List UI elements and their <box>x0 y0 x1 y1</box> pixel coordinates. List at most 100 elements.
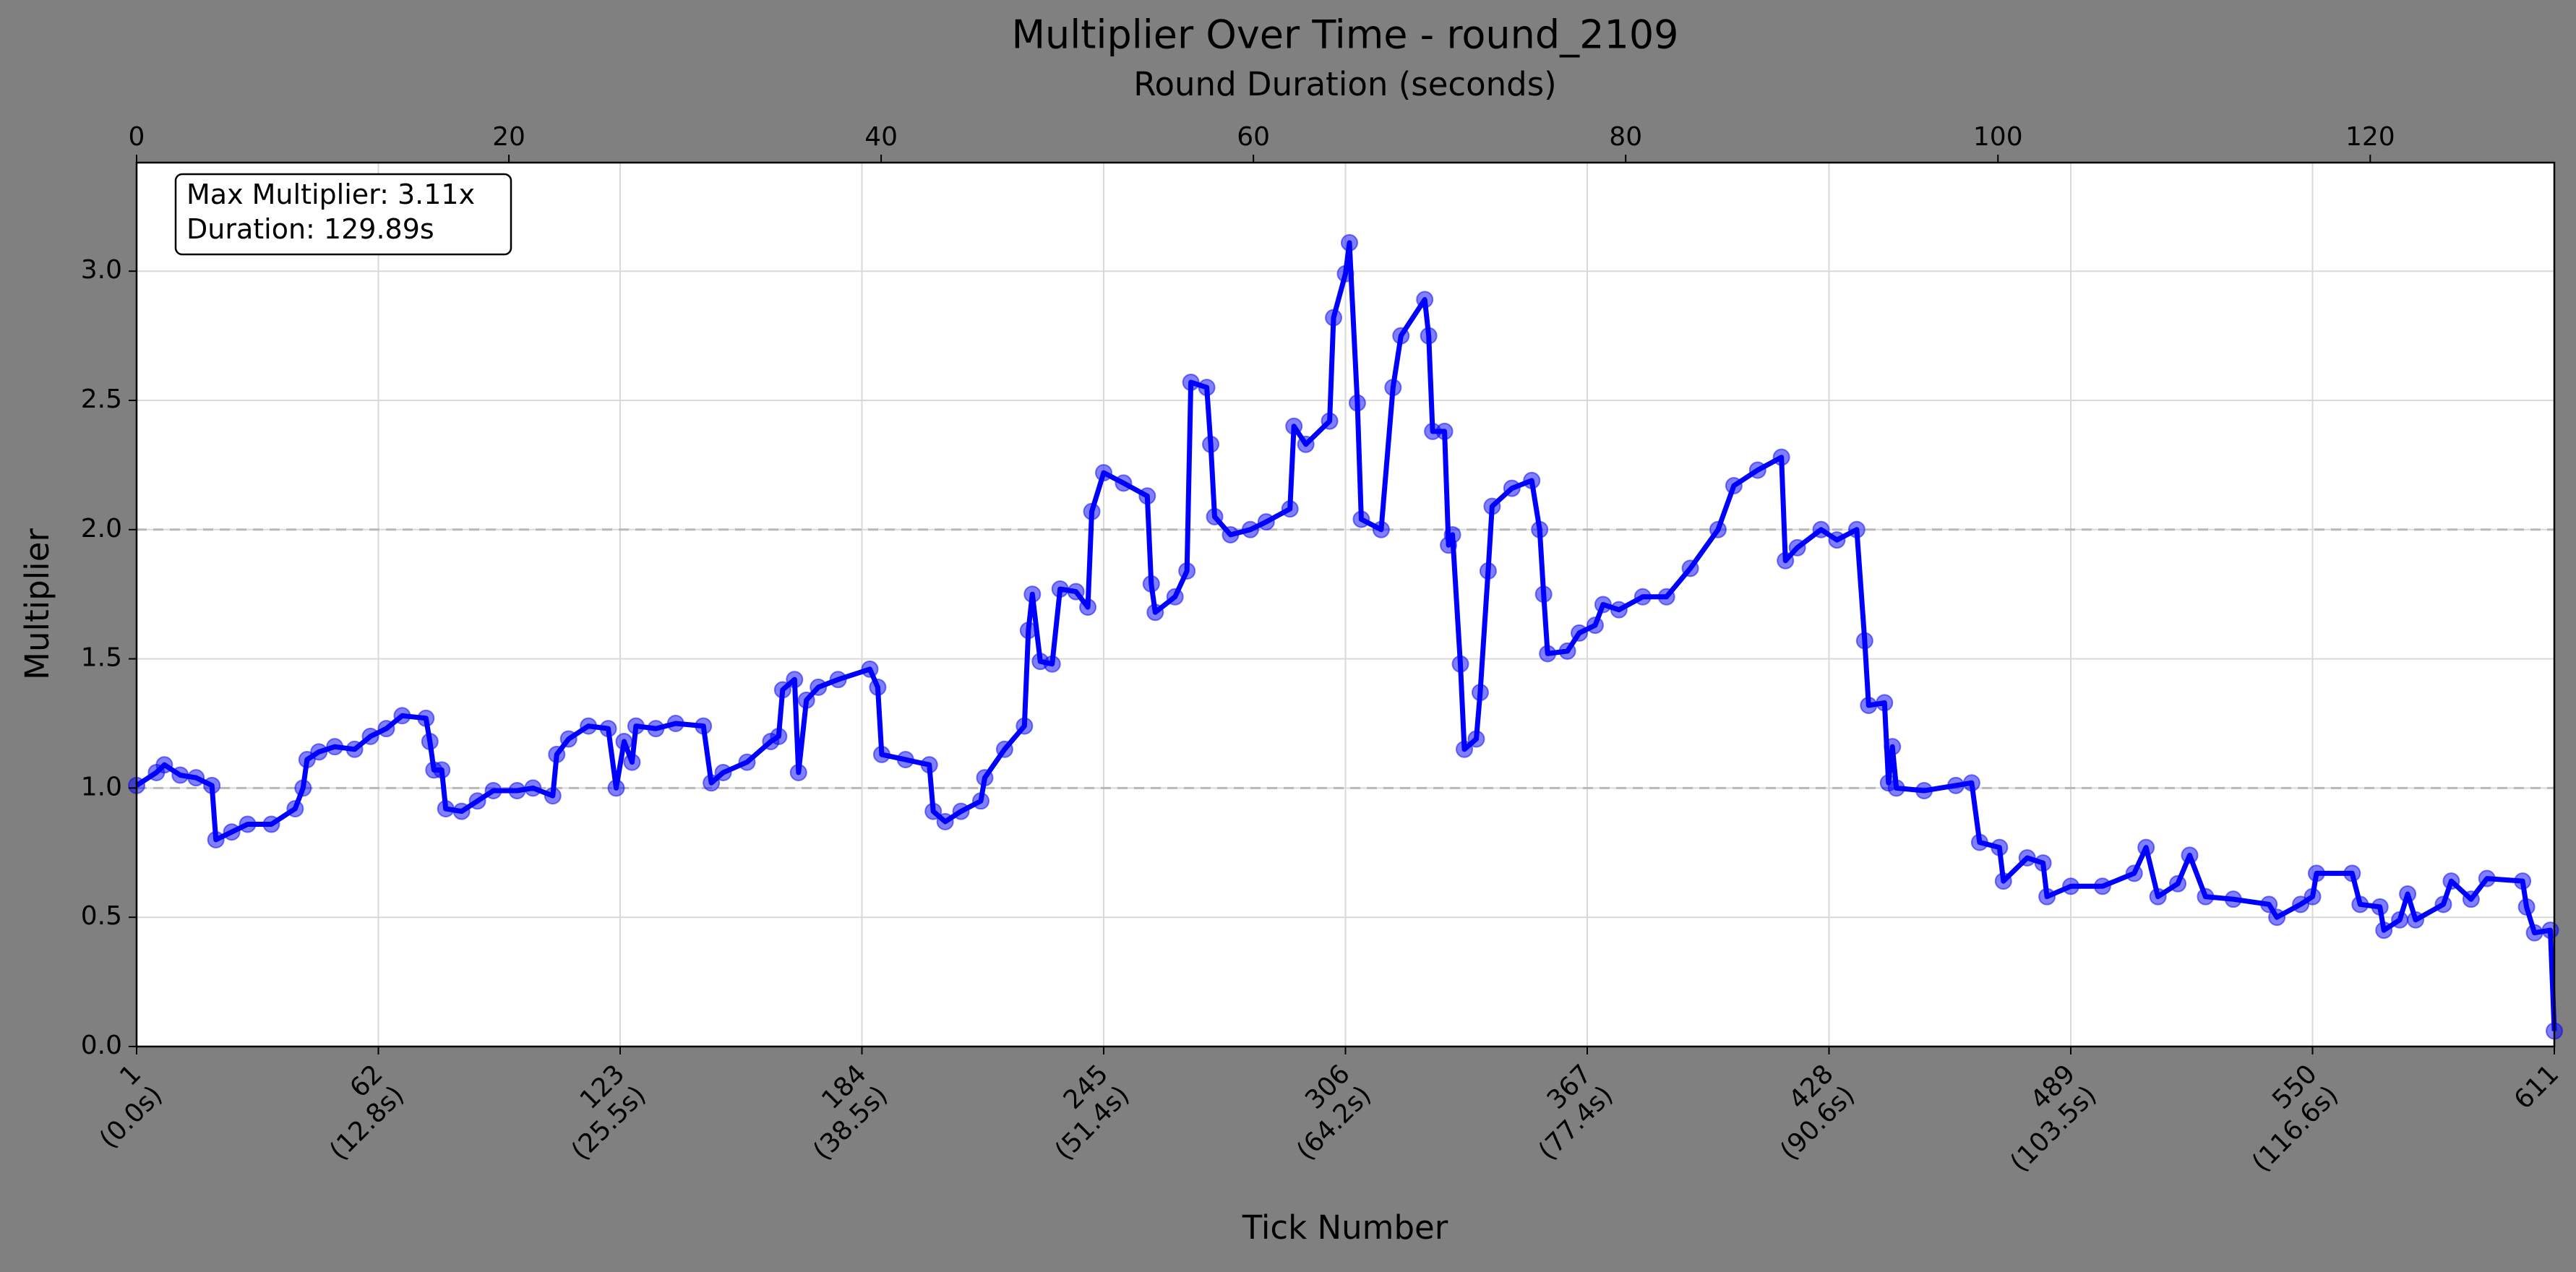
data-point <box>623 753 641 771</box>
data-point <box>1019 622 1037 640</box>
y-tick-label: 1.0 <box>81 772 122 802</box>
data-point <box>1325 309 1343 327</box>
data-point <box>2371 898 2389 916</box>
y-tick-label: 3.0 <box>81 255 122 285</box>
data-point <box>1483 497 1501 515</box>
data-point <box>1479 562 1497 580</box>
data-point <box>789 763 807 781</box>
data-point <box>286 800 304 818</box>
data-point <box>647 720 665 738</box>
top-tick-label: 60 <box>1237 122 1270 152</box>
data-point <box>1420 327 1438 345</box>
data-point <box>2517 898 2536 916</box>
data-point <box>1443 525 1461 543</box>
data-point <box>1336 265 1354 283</box>
data-point <box>599 720 617 738</box>
data-point <box>1772 448 1790 466</box>
data-point <box>361 727 379 745</box>
data-point <box>1970 833 1988 851</box>
data-point <box>2478 869 2496 888</box>
data-point <box>2169 874 2187 893</box>
data-point <box>2442 872 2460 890</box>
data-point <box>2375 921 2393 940</box>
data-point <box>2093 877 2111 895</box>
data-point <box>2034 854 2052 872</box>
data-point <box>2268 908 2286 927</box>
data-point <box>1281 500 1299 518</box>
data-point <box>2407 911 2425 929</box>
data-point <box>1610 601 1628 619</box>
data-point <box>1709 520 1727 538</box>
data-point <box>1348 394 1366 412</box>
y-tick-label: 0.0 <box>81 1031 122 1060</box>
data-point <box>1994 872 2012 890</box>
data-point <box>1531 520 1549 538</box>
data-point <box>1257 513 1275 531</box>
data-point <box>1241 520 1259 538</box>
data-point <box>294 779 312 797</box>
data-point <box>1558 642 1576 660</box>
data-point <box>468 792 486 810</box>
data-point <box>2181 846 2199 864</box>
data-point <box>1828 531 1846 549</box>
data-point <box>1043 655 1061 673</box>
y-axis-label: Multiplier <box>18 528 56 680</box>
data-point <box>1384 379 1402 397</box>
data-point <box>1876 694 1894 712</box>
data-point <box>797 691 815 709</box>
data-point <box>1067 583 1085 601</box>
data-point <box>786 671 804 689</box>
data-point <box>920 756 938 774</box>
data-point <box>1855 632 1873 650</box>
data-point <box>2292 895 2310 914</box>
data-point <box>976 769 994 787</box>
data-point <box>155 756 173 774</box>
marks <box>128 233 2563 1040</box>
top-tick-label: 120 <box>2345 122 2395 152</box>
data-point <box>924 802 943 820</box>
data-point <box>714 763 732 781</box>
data-point <box>207 830 225 848</box>
data-point <box>2462 890 2480 908</box>
data-point <box>995 740 1013 758</box>
data-point <box>2304 888 2322 906</box>
data-point <box>1503 479 1521 497</box>
data-point <box>829 671 847 689</box>
data-point <box>1198 379 1216 397</box>
data-point <box>695 717 713 735</box>
data-point <box>869 678 887 696</box>
data-point <box>666 714 684 732</box>
data-point <box>627 717 645 735</box>
data-point <box>203 776 221 794</box>
data-point <box>1725 477 1743 495</box>
data-point <box>1451 655 1469 673</box>
data-point <box>1297 435 1315 453</box>
y-tick-label: 2.5 <box>81 384 122 414</box>
data-point <box>1884 738 1902 756</box>
data-point <box>703 774 721 792</box>
data-point <box>2260 895 2278 914</box>
data-point <box>1946 776 1965 794</box>
data-point <box>1146 603 1164 622</box>
data-point <box>1079 598 1097 616</box>
data-point <box>1586 616 1604 635</box>
data-point <box>1471 684 1489 702</box>
data-point <box>1539 645 1557 663</box>
data-point <box>1178 562 1196 580</box>
annotation-box <box>174 173 512 256</box>
data-point <box>2525 924 2543 942</box>
data-point <box>1083 502 1101 520</box>
data-point <box>2038 888 2056 906</box>
data-point <box>223 823 241 841</box>
data-point <box>1534 585 1553 603</box>
data-point <box>2541 921 2559 940</box>
data-point <box>1372 520 1390 538</box>
data-point <box>452 802 471 820</box>
data-point <box>896 751 914 769</box>
data-point <box>421 733 439 751</box>
data-point <box>936 812 954 830</box>
data-point <box>1594 596 1612 614</box>
data-point <box>738 753 756 771</box>
annotation-text: Duration: 129.89s <box>186 213 434 245</box>
data-point <box>548 745 566 763</box>
